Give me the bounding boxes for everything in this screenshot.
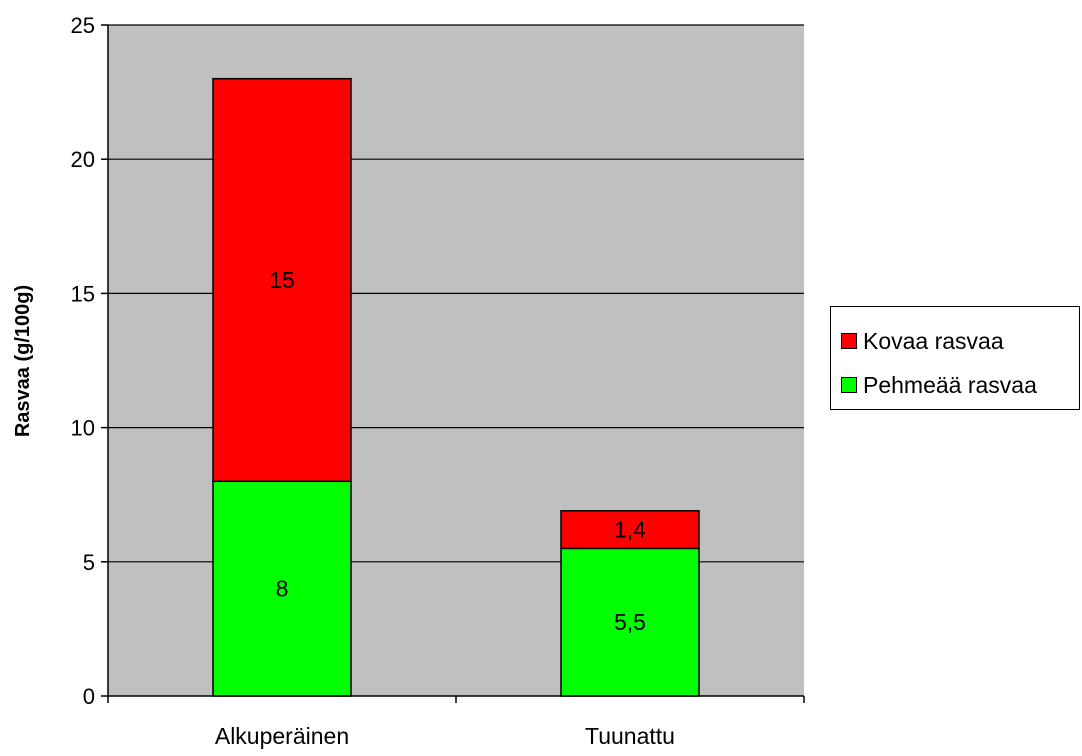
x-category-label: Tuunattu <box>585 723 675 749</box>
legend-label-kovaa: Kovaa rasvaa <box>863 327 1004 354</box>
bar-data-label: 8 <box>276 576 289 602</box>
y-axis-title: Rasvaa (g/100g) <box>12 285 34 437</box>
legend-item-kovaa: Kovaa rasvaa <box>841 326 1004 356</box>
y-tick-label: 5 <box>83 550 95 575</box>
y-tick-label: 0 <box>83 684 95 709</box>
x-category-labels: Alkuperäinen Tuunattu <box>215 723 675 749</box>
bars: 8 15 5,5 1,4 <box>212 77 700 697</box>
bar-segment <box>212 480 352 697</box>
bar-segment <box>560 510 700 550</box>
bar-chart: 8 15 5,5 1,4 0 5 10 15 20 25 Alkuperäinen Tuunatt… <box>12 13 805 749</box>
y-tick-label: 15 <box>71 281 95 306</box>
y-tick-label: 25 <box>71 13 95 38</box>
y-tick-label: 10 <box>71 416 95 441</box>
bar-data-label: 5,5 <box>614 609 646 635</box>
y-tick-label: 20 <box>71 147 95 172</box>
legend-label-pehmeaa: Pehmeää rasvaa <box>863 371 1037 398</box>
bar-segment <box>560 547 700 697</box>
legend-swatch-pehmeaa <box>841 377 857 393</box>
bar-data-label: 15 <box>269 267 295 293</box>
y-tick-labels: 0 5 10 15 20 25 <box>71 13 95 709</box>
bar-segment <box>212 77 352 483</box>
bar-data-label: 1,4 <box>614 517 646 543</box>
x-category-label: Alkuperäinen <box>215 723 349 749</box>
axes <box>101 24 805 703</box>
legend: Kovaa rasvaa Pehmeää rasvaa <box>830 306 1080 410</box>
legend-item-pehmeaa: Pehmeää rasvaa <box>841 370 1037 400</box>
legend-swatch-kovaa <box>841 333 857 349</box>
